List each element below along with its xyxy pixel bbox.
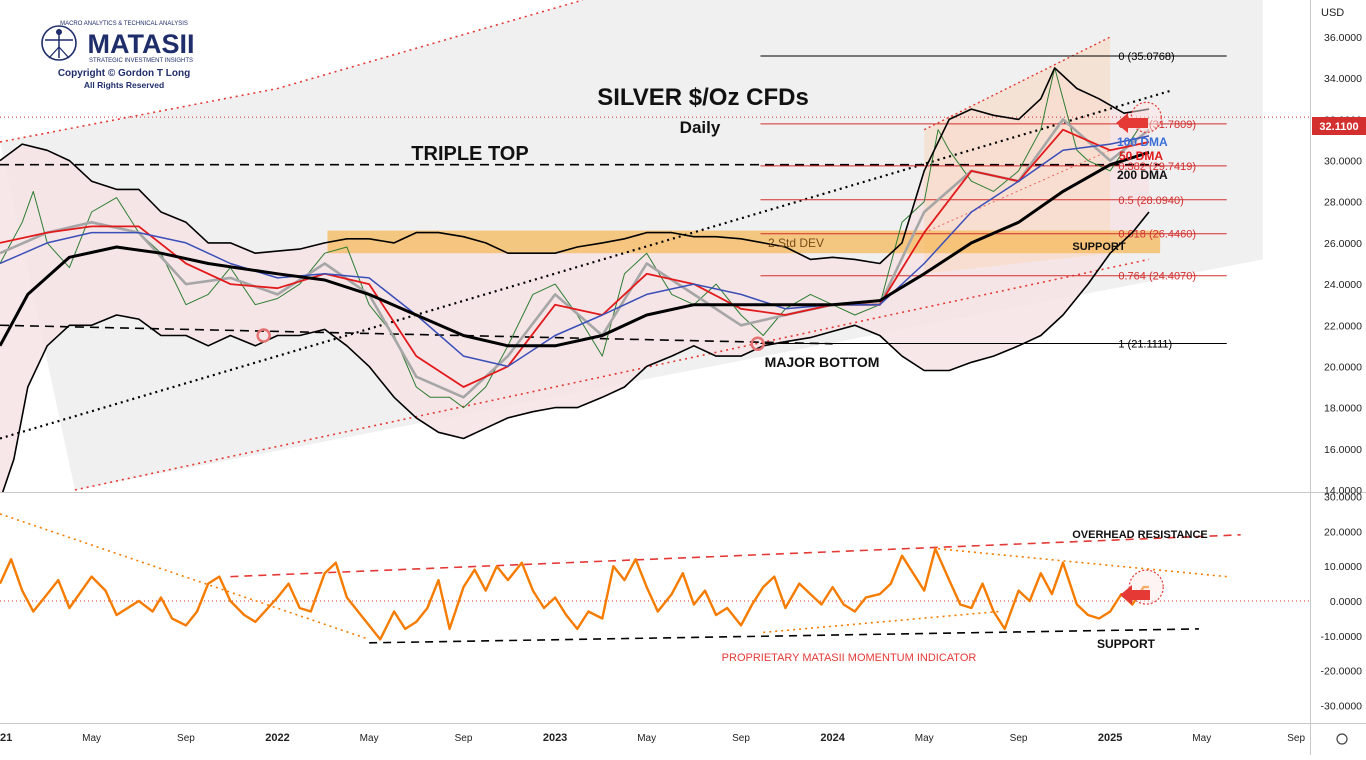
x-tick-label-3: 2022 <box>265 732 289 744</box>
momentum-tick-label-4: -10.0000 <box>1321 631 1363 643</box>
last-price-label: 32.1100 <box>1319 121 1358 133</box>
fib-label-2: 0.382 (29.7419) <box>1118 161 1196 173</box>
fib-label-6: 1 (21.1111) <box>1118 339 1172 351</box>
momentum-tick-label-5: -20.0000 <box>1321 666 1363 678</box>
momentum-arrow-marker <box>1120 585 1150 605</box>
fib-label-0: 0 (35.0768) <box>1118 51 1174 63</box>
chart-subtitle: Daily <box>680 118 721 137</box>
series-100-dma-line <box>0 135 1150 368</box>
series-lower-band-line <box>1 211 1150 492</box>
major-bottom-marker <box>750 336 765 352</box>
momentum-tick-label-1: 20.0000 <box>1324 526 1362 538</box>
svg-text:Copyright © Gordon T Long: Copyright © Gordon T Long <box>58 68 190 79</box>
x-tick-label-1: May <box>82 733 101 744</box>
price-tick-label-10: 16.0000 <box>1324 444 1362 456</box>
momentum-resistance-line <box>230 534 1241 578</box>
major-bottom-label: MAJOR BOTTOM <box>765 354 880 370</box>
x-tick-label-12: 2025 <box>1098 732 1122 744</box>
triple-top-bottom-marker <box>256 328 271 343</box>
series-upper-band-line <box>0 67 1150 265</box>
momentum-recent-down-trendline <box>938 547 1227 578</box>
price-tick-label-6: 24.0000 <box>1324 279 1362 291</box>
fib-label-5: 0.764 (24.4070) <box>1118 271 1196 283</box>
price-arrow-marker <box>1116 113 1148 133</box>
momentum-line <box>0 547 1149 641</box>
bollinger-band-fill <box>0 67 1149 492</box>
std-dev-label: 2 Std DEV <box>768 236 824 250</box>
x-tick-label-11: Sep <box>1010 733 1028 744</box>
x-tick-label-5: Sep <box>455 733 473 744</box>
price-tick-label-11: 14.0000 <box>1324 485 1362 497</box>
dma-200-label: 200 DMA <box>1117 168 1168 182</box>
dma-100-label: 100 DMA <box>1117 135 1168 149</box>
price-tick-label-7: 22.0000 <box>1324 320 1362 332</box>
momentum-tick-label-2: 10.0000 <box>1324 561 1362 573</box>
x-tick-label-7: May <box>637 733 656 744</box>
fib-label-4: 0.618 (26.4460) <box>1118 229 1196 241</box>
price-tick-label-1: 34.0000 <box>1324 73 1362 85</box>
triple-top-label: TRIPLE TOP <box>411 143 528 165</box>
momentum-up-trendline <box>763 610 1000 634</box>
momentum-down-trendline <box>0 513 370 641</box>
momentum-tick-label-0: 30.0000 <box>1324 491 1362 503</box>
x-tick-label-4: May <box>360 733 379 744</box>
price-tick-label-9: 18.0000 <box>1324 403 1362 415</box>
price-tick-label-5: 26.0000 <box>1324 238 1362 250</box>
series-50-dma-line <box>0 128 1150 388</box>
major-bottom-line <box>0 324 833 345</box>
svg-text:MACRO ANALYTICS & TECHNICAL AN: MACRO ANALYTICS & TECHNICAL ANALYSIS <box>60 21 188 27</box>
trend-channel-upper-line <box>0 0 584 143</box>
inner-channel-shade <box>924 37 1111 274</box>
price-tick-label-8: 20.0000 <box>1324 361 1362 373</box>
momentum-tick-label-6: -30.0000 <box>1321 701 1363 713</box>
support-band <box>327 230 1161 254</box>
chart-title: SILVER $/Oz CFDs <box>597 84 809 111</box>
currency-label: USD <box>1321 7 1344 19</box>
series-price-line <box>0 67 1150 409</box>
fib-label-3: 0.5 (28.0940) <box>1118 195 1183 207</box>
x-tick-label-9: 2024 <box>820 732 845 744</box>
series-200-dma-line <box>0 150 1150 348</box>
x-tick-label-8: Sep <box>732 733 750 744</box>
overhead-resistance-label: OVERHEAD RESISTANCE <box>1072 529 1207 541</box>
momentum-indicator-title: PROPRIETARY MATASII MOMENTUM INDICATOR <box>722 652 977 664</box>
price-tick-label-0: 36.0000 <box>1324 32 1362 44</box>
matasii-logo: MACRO ANALYTICS & TECHNICAL ANALYSIS MAT… <box>38 16 210 94</box>
price-tick-label-4: 28.0000 <box>1324 197 1362 209</box>
x-tick-label-10: May <box>915 733 934 744</box>
price-tick-label-3: 30.0000 <box>1324 156 1362 168</box>
svg-text:MATASII: MATASII <box>88 29 195 59</box>
momentum-tick-label-3: 0.0000 <box>1330 596 1362 608</box>
support-label: SUPPORT <box>1072 241 1125 253</box>
momentum-support-line <box>369 628 1199 644</box>
price-tag: 32.1100 <box>1312 117 1366 135</box>
x-tick-label-13: May <box>1192 733 1211 744</box>
x-tick-label-14: Sep <box>1287 733 1305 744</box>
inner-channel-lower-line <box>924 149 1111 234</box>
settings-icon <box>1336 733 1348 745</box>
svg-text:All Rights Reserved: All Rights Reserved <box>84 80 164 90</box>
svg-text:STRATEGIC INVESTMENT INSIGHTS: STRATEGIC INVESTMENT INSIGHTS <box>89 58 193 64</box>
dma-50-label: 50 DMA <box>1119 149 1163 163</box>
series-fast-ma-line <box>0 118 1150 399</box>
x-tick-label-6: 2023 <box>543 732 567 744</box>
momentum-support-label: SUPPORT <box>1097 637 1156 651</box>
x-tick-label-0: 2021 <box>0 732 12 744</box>
x-tick-label-2: Sep <box>177 733 195 744</box>
